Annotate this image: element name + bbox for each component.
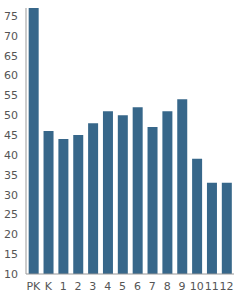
svg-text:20: 20: [8, 228, 18, 241]
svg-text:50: 50: [8, 109, 18, 122]
svg-text:K: K: [45, 280, 53, 293]
svg-text:9: 9: [179, 280, 186, 293]
svg-text:10: 10: [8, 268, 18, 281]
svg-text:45: 45: [8, 129, 18, 142]
svg-text:1: 1: [60, 280, 67, 293]
svg-text:65: 65: [8, 50, 18, 63]
svg-text:5: 5: [119, 280, 126, 293]
svg-text:6: 6: [134, 280, 141, 293]
svg-text:10: 10: [190, 280, 204, 293]
svg-text:PK: PK: [26, 280, 41, 293]
svg-text:25: 25: [8, 208, 18, 221]
svg-text:8: 8: [164, 280, 171, 293]
svg-text:3: 3: [89, 280, 96, 293]
svg-text:2: 2: [75, 280, 82, 293]
svg-text:60: 60: [8, 69, 18, 82]
svg-text:4: 4: [104, 280, 111, 293]
svg-text:55: 55: [8, 89, 18, 102]
svg-text:12: 12: [220, 280, 232, 293]
svg-text:35: 35: [8, 169, 18, 182]
svg-text:11: 11: [205, 280, 219, 293]
svg-text:40: 40: [8, 149, 18, 162]
svg-text:75: 75: [8, 10, 18, 23]
svg-text:70: 70: [8, 30, 18, 43]
svg-text:30: 30: [8, 189, 18, 202]
svg-text:7: 7: [149, 280, 156, 293]
svg-text:15: 15: [8, 248, 18, 261]
